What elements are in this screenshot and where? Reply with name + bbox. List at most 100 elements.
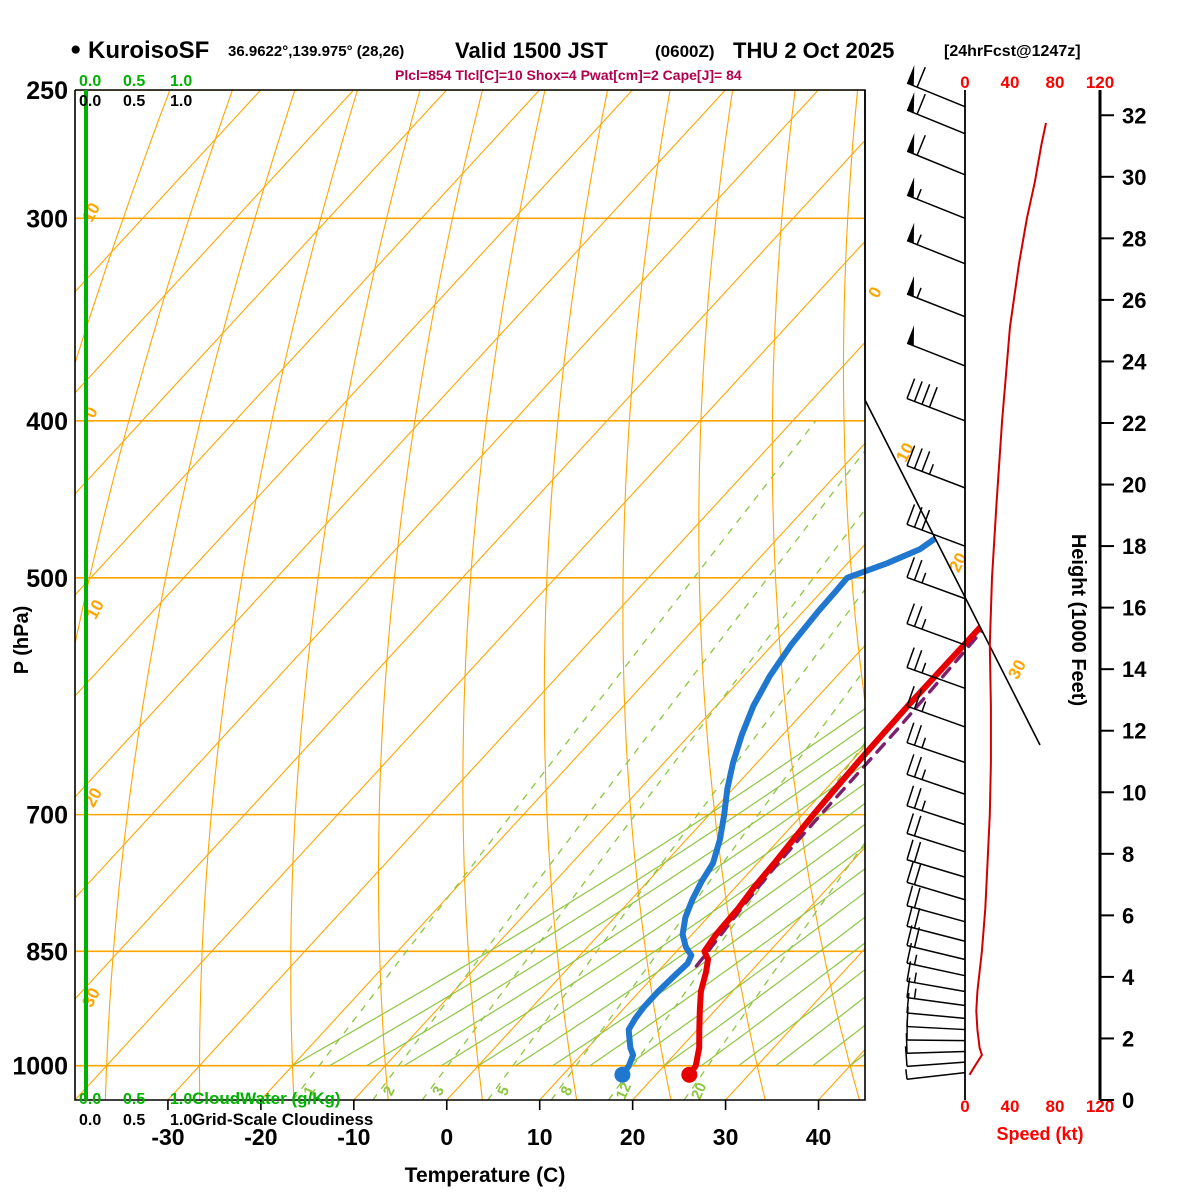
wind-barb — [906, 133, 966, 176]
wind-barb-half — [921, 737, 927, 749]
isotherm-line — [446, 644, 865, 1100]
wind-barb-shaft — [906, 980, 966, 993]
height-tick-label: 18 — [1122, 534, 1146, 559]
speed-tick-label: 0 — [960, 1097, 969, 1116]
wind-barb-full — [913, 908, 921, 929]
dry-adiabat-line — [75, 90, 233, 647]
dry-adiabat-line — [913, 90, 1048, 1100]
moist-adiabat-line — [887, 90, 1200, 1066]
height-tick-label: 2 — [1122, 1026, 1134, 1051]
wind-barb-shaft — [906, 239, 966, 265]
height-tick-label: 6 — [1122, 903, 1134, 928]
temperature-tick-label: 30 — [713, 1124, 739, 1150]
wind-barb-full — [921, 509, 931, 531]
wind-barb-full — [921, 384, 931, 405]
pressure-tick-label: 300 — [26, 205, 68, 233]
wind-barb-full — [913, 815, 922, 837]
mixing-ratio-line — [421, 508, 865, 1100]
isotherm-line — [632, 846, 865, 1100]
wind-barb-full — [913, 864, 922, 885]
isotherm-line — [75, 90, 262, 293]
moist-adiabat-line — [552, 845, 865, 1067]
wind-barb-shaft — [906, 832, 966, 853]
height-tick-label: 14 — [1122, 657, 1147, 682]
cloudiness-scale-top-tick: 1.0 — [170, 93, 192, 110]
wind-barb-flag — [907, 325, 915, 346]
wind-barb-shaft — [906, 1061, 966, 1068]
isotherm-line — [75, 90, 726, 798]
wind-barb-full — [906, 906, 913, 927]
parcel-curve — [694, 576, 1029, 968]
wind-barb-shaft — [906, 944, 966, 961]
moist-adiabat-line — [478, 802, 865, 1067]
speed-tick-label: 120 — [1086, 1097, 1114, 1116]
dry-adiabat-line — [698, 90, 766, 1100]
wind-barb — [906, 647, 966, 690]
wind-barb — [905, 1069, 966, 1081]
wind-barb-full — [913, 381, 923, 402]
height-axis-label: Height (1000 Feet) — [1067, 534, 1089, 706]
temperature-tick-label: -20 — [244, 1124, 277, 1150]
wind-barb — [904, 1046, 966, 1068]
wind-barb-full — [906, 925, 913, 946]
wind-barb-full — [906, 557, 916, 578]
isotherm-line — [75, 90, 447, 495]
moist-adiabat-line — [440, 782, 865, 1067]
wind-barb-full — [906, 722, 915, 743]
isotherm-line — [75, 90, 355, 394]
speed-tick-label: 80 — [1046, 73, 1065, 92]
isotherm-line — [75, 90, 819, 899]
mixing-ratio-label: 20 — [688, 1080, 710, 1102]
wind-barb-full — [906, 813, 915, 834]
wind-barb-half — [916, 188, 922, 200]
wind-barb-full — [913, 927, 921, 948]
height-tick-label: 22 — [1122, 411, 1146, 436]
cloudwater-scale-top-tick: 1.0 — [170, 73, 192, 90]
cloudwater-scale-top-tick: 0.0 — [79, 73, 101, 90]
wind-barb-full — [906, 785, 915, 807]
wind-barb-shaft — [906, 1012, 966, 1020]
isotherm-line — [75, 90, 633, 697]
wind-barb-full — [906, 378, 916, 399]
cloudwater-scale-bottom: 0.0 0.5 1.0 CloudWater (g/Kg) — [79, 1089, 341, 1108]
wind-barb — [906, 445, 966, 489]
wind-barb-half — [921, 662, 927, 674]
pressure-axis-group: 250 300 400 500 700 850 1000 P (hPa) — [11, 77, 68, 1081]
cloudwater-scale-bottom-label: CloudWater (g/Kg) — [192, 1089, 341, 1108]
cloudwater-scale-bottom-tick: 0.5 — [123, 1091, 145, 1108]
wind-barb-shaft — [906, 962, 966, 977]
speed-tick-label: 0 — [960, 73, 969, 92]
height-tick-label: 20 — [1122, 473, 1146, 498]
wind-barb — [905, 1033, 966, 1054]
wind-barb-shaft — [906, 1025, 966, 1031]
mixing-ratio-label: 12 — [613, 1080, 635, 1102]
temperature-axis-group: -30 -20 -10 0 10 20 30 40 Temperature (C) — [151, 1100, 831, 1187]
isotherm-line — [75, 139, 865, 1000]
dry-adiabat-line — [979, 90, 1142, 1100]
wind-barb — [906, 177, 966, 220]
cloudwater-scale-bottom-tick: 0.0 — [79, 1091, 101, 1108]
temperature-tick-label: -10 — [337, 1124, 370, 1150]
cloudwater-scale-top: 0.0 0.5 1.0 — [79, 73, 192, 90]
wind-barb-shaft — [906, 109, 966, 135]
speed-axis-label: Speed (kt) — [996, 1124, 1083, 1144]
speed-tick-label: 40 — [1001, 1097, 1020, 1116]
wind-barb-shaft — [906, 881, 966, 901]
wind-barb-shaft — [906, 1050, 966, 1054]
isotherm-line — [167, 341, 865, 1100]
wind-barb-half — [921, 769, 927, 780]
height-tick-label: 28 — [1122, 226, 1146, 251]
wind-barb-half — [921, 618, 927, 630]
dry-adiabat-line — [290, 90, 421, 1100]
wind-barb-half — [905, 1069, 908, 1080]
wind-barb-full — [913, 650, 923, 671]
wind-barb-full — [906, 754, 915, 775]
pressure-axis-label: P (hPa) — [11, 606, 33, 675]
height-tick-label: 12 — [1122, 719, 1146, 744]
cloudwater-scale-bottom-tick: 1.0 — [170, 1091, 192, 1108]
height-tick-label: 32 — [1122, 103, 1146, 128]
wind-barb-full — [906, 685, 915, 707]
wind-barb — [906, 885, 966, 923]
wind-barb-half — [921, 572, 927, 584]
dry-adiabat-line — [543, 90, 609, 1100]
